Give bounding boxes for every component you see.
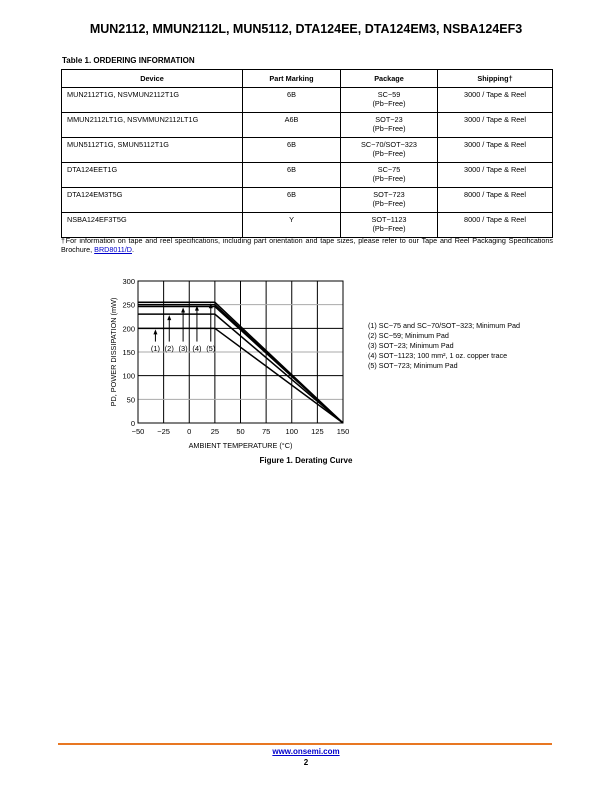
package: SOT−1123 (Pb−Free) [340, 212, 438, 238]
x-tick-label: 25 [211, 427, 219, 436]
part-marking: Y [242, 212, 341, 238]
x-tick-label: 150 [337, 427, 350, 436]
arrowhead-icon [181, 307, 186, 313]
part-marking: 6B [242, 87, 341, 113]
package-name: SOT−1123 [371, 215, 407, 224]
package: SC−70/SOT−323 (Pb−Free) [340, 137, 438, 163]
arrowhead-icon [153, 329, 158, 335]
plot-frame [137, 280, 344, 424]
table-row: MMUN2112LT1G, NSVMMUN2112LT1G A6B SOT−23 (P… [61, 112, 553, 138]
package-name: SOT−723 [373, 190, 405, 199]
website-link[interactable]: www.onsemi.com [272, 747, 340, 756]
y-tick-label: 250 [122, 301, 135, 310]
package: SOT−723 (Pb−Free) [340, 187, 438, 213]
series-line-1 [138, 327, 344, 424]
arrowhead-icon [208, 303, 213, 309]
footer-rule [58, 743, 552, 745]
legend-item: (5) SOT−723; Minimum Pad [368, 361, 458, 370]
legend-item: (1) SC−75 and SC−70/SOT−323; Minimum Pad [368, 321, 521, 330]
package-note: (Pb−Free) [372, 124, 406, 133]
footnote-text: †For information on tape and reel specif… [61, 236, 553, 254]
device: NSBA124EF3T5G [61, 212, 243, 238]
arrowhead-icon [194, 305, 199, 311]
table-caption: Table 1. ORDERING INFORMATION [62, 56, 195, 65]
package-note: (Pb−Free) [372, 149, 406, 158]
y-tick-label: 100 [122, 372, 135, 381]
package-name: SC−70/SOT−323 [361, 140, 417, 149]
package: SOT−23 (Pb−Free) [340, 112, 438, 138]
x-tick-label: 100 [285, 427, 298, 436]
package-name: SOT−23 [375, 115, 403, 124]
legend-item: (3) SOT−23; Minimum Pad [368, 341, 454, 350]
series-label: (4) [192, 344, 202, 353]
y-tick-label: 200 [122, 324, 135, 333]
package-note: (Pb−Free) [372, 199, 406, 208]
package-note: (Pb−Free) [372, 224, 406, 233]
shipping: 8000 / Tape & Reel [437, 212, 553, 238]
legend-item: (4) SOT−1123; 100 mm², 1 oz. copper trac… [368, 351, 508, 360]
series-label: (2) [165, 344, 175, 353]
part-marking: A6B [242, 112, 341, 138]
package-name: SC−59 [377, 90, 401, 99]
x-tick-label: −50 [132, 427, 145, 436]
x-tick-label: 125 [311, 427, 324, 436]
x-tick-label: −25 [157, 427, 170, 436]
x-tick-label: 50 [236, 427, 244, 436]
y-tick-label: 300 [122, 277, 135, 286]
footnote: †For information on tape and reel specif… [61, 236, 553, 254]
table-row: DTA124EM3T5G 6B SOT−723 (Pb−Free) 8000 / Tap… [61, 187, 553, 213]
page-number: 2 [303, 758, 309, 767]
x-tick-label: 0 [187, 427, 191, 436]
legend-item: (2) SC−59; Minimum Pad [368, 331, 449, 340]
x-axis-label: AMBIENT TEMPERATURE (°C) [189, 441, 293, 450]
y-tick-label: 50 [127, 395, 135, 404]
series-line-2 [138, 313, 344, 424]
footer-url[interactable]: www.onsemi.com [0, 747, 612, 756]
package-note: (Pb−Free) [372, 99, 406, 108]
footnote-end: . [132, 245, 134, 254]
shipping: 3000 / Tape & Reel [437, 137, 553, 163]
x-tick-label: 75 [262, 427, 270, 436]
package-name: SC−75 [377, 165, 401, 174]
y-axis-label: PD, POWER DISSIPATION (mW) [109, 298, 118, 407]
package-note: (Pb−Free) [372, 174, 406, 183]
derating-chart: −50 −25 0 25 50 75 100 125 150 0 50 100 150 200 250 300… [109, 277, 350, 450]
package: SC−59 (Pb−Free) [340, 87, 438, 113]
figure-caption: Figure 1. Derating Curve [259, 456, 353, 465]
arrowhead-icon [167, 315, 172, 321]
y-tick-label: 150 [122, 348, 135, 357]
brochure-link[interactable]: BRD8011/D [94, 245, 132, 254]
series-line-5 [138, 301, 344, 424]
device: MMUN2112LT1G, NSVMMUN2112LT1G [61, 112, 243, 138]
package: SC−75 (Pb−Free) [340, 162, 438, 188]
device: MUN5112T1G, SMUN5112T1G [61, 137, 243, 163]
table-row: NSBA124EF3T5G Y SOT−1123 (Pb−Free) 8000 / Ta… [61, 212, 553, 238]
series-label: (3) [179, 344, 189, 353]
page-title: MUN2112, MMUN2112L, MUN5112, DTA124EE, D… [89, 22, 523, 36]
ordering-table: Device Part Marking Package Shipping† MU… [61, 69, 553, 238]
table-row: MUN5112T1G, SMUN5112T1G 6B SC−70/SOT−323 (P… [61, 137, 553, 163]
part-marking: 6B [242, 137, 341, 163]
part-marking: 6B [242, 187, 341, 213]
series-label: (1) [151, 344, 161, 353]
series-label: (5) [206, 344, 216, 353]
chart-legend: (1) SC−75 and SC−70/SOT−323; Minimum Pad… [368, 321, 520, 371]
y-tick-label: 0 [131, 419, 135, 428]
